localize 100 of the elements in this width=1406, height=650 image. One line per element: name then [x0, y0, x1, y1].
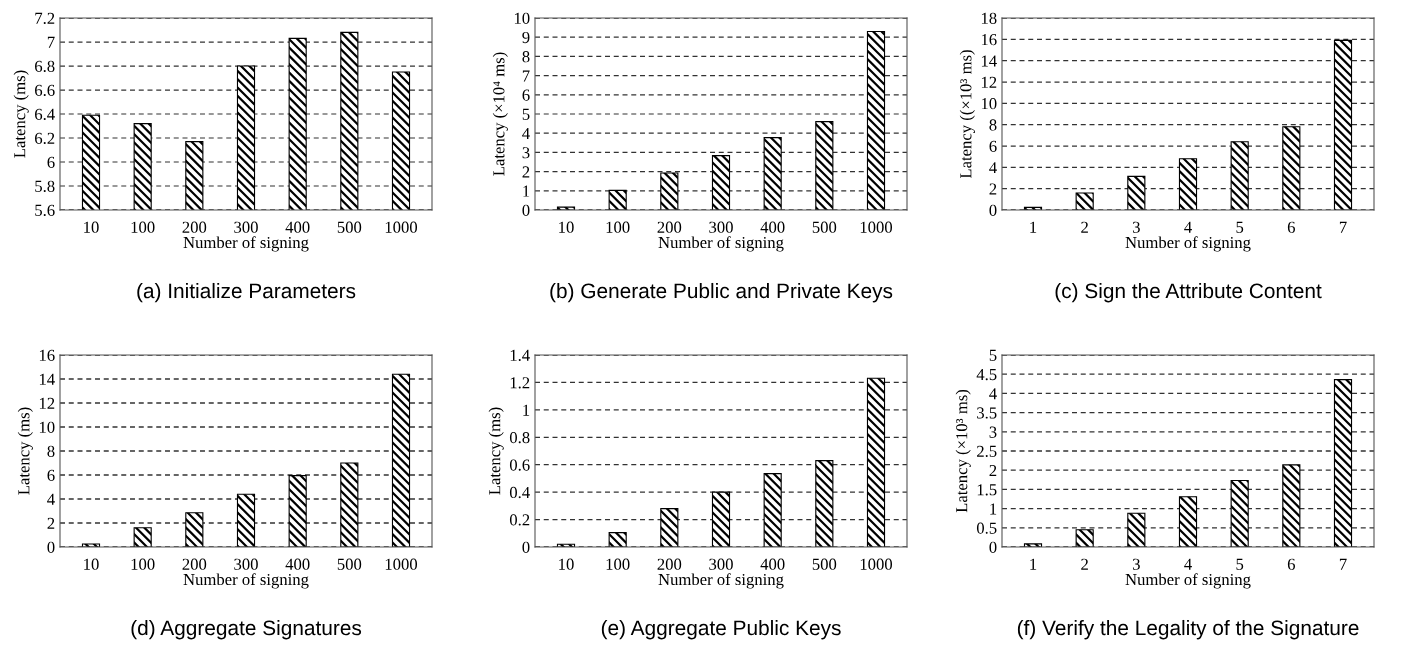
- y-tick-label: 0: [989, 204, 997, 216]
- x-tick-label: 200: [657, 221, 682, 233]
- y-tick-label: 5.8: [35, 180, 55, 193]
- x-tick-label: 300: [234, 558, 258, 570]
- bar: [340, 462, 359, 547]
- x-tick-label: 400: [285, 558, 310, 570]
- x-axis-title: Number of signing: [183, 573, 309, 589]
- bar: [1333, 379, 1353, 547]
- bar: [815, 460, 834, 547]
- y-tick-label: 12: [981, 76, 997, 88]
- x-axis-title: Number of signing: [658, 573, 784, 589]
- y-tick-label: 0: [522, 204, 530, 216]
- y-tick-label: 5: [989, 349, 997, 361]
- x-axis-title: Number of signing: [183, 236, 309, 252]
- y-tick-label: 0.5: [976, 522, 997, 534]
- x-tick-label: 200: [657, 558, 682, 570]
- x-tick-label: 10: [559, 558, 574, 570]
- y-tick-label: 18: [981, 12, 997, 24]
- y-tick-label: 1.5: [977, 484, 997, 496]
- text: (d) Aggregate Signatures: [131, 619, 362, 640]
- bar: [608, 189, 627, 210]
- y-tick-label: 10: [981, 98, 997, 110]
- x-tick-label: 1000: [860, 221, 893, 233]
- y-tick-label: 7: [522, 70, 530, 82]
- bar: [185, 512, 204, 547]
- bar: [288, 475, 307, 547]
- bar: [1333, 39, 1353, 210]
- y-axis-title: Latency (ms): [17, 407, 33, 495]
- bar: [763, 137, 782, 210]
- bar: [1178, 158, 1198, 210]
- text: (a) Initialize Parameters: [137, 282, 356, 303]
- y-tick-label: 1.4: [510, 349, 530, 362]
- bar: [1282, 126, 1301, 210]
- y-tick-label: 0: [47, 541, 55, 553]
- y-tick-label: 3: [989, 426, 997, 438]
- bar: [866, 377, 886, 547]
- bar: [1282, 464, 1301, 547]
- x-axis-title: Number of signing: [1125, 573, 1251, 589]
- x-tick-label: 4: [1184, 221, 1192, 233]
- y-tick-label: 2.5: [977, 445, 997, 458]
- y-tick-label: 4: [47, 493, 55, 505]
- y-tick-label: 16: [981, 34, 997, 46]
- y-tick-label: 1: [990, 503, 997, 515]
- x-axis-title: Number of signing: [1125, 236, 1251, 252]
- bar: [711, 155, 731, 210]
- y-tick-label: 0.2: [509, 514, 530, 526]
- x-tick-label: 2: [1081, 221, 1088, 233]
- y-tick-label: 7: [47, 36, 55, 48]
- x-tick-label: 1: [1030, 558, 1037, 570]
- text: (c) Sign the Attribute Content: [1055, 282, 1322, 303]
- x-tick-label: 10: [559, 221, 574, 233]
- y-tick-label: 2: [522, 166, 530, 178]
- x-tick-label: 500: [337, 221, 362, 233]
- x-tick-label: 1: [1030, 221, 1037, 233]
- y-tick-label: 0.6: [509, 459, 530, 471]
- y-tick-label: 10: [39, 421, 55, 433]
- x-tick-label: 200: [182, 558, 207, 570]
- bar: [1075, 529, 1094, 547]
- bar: [1230, 480, 1249, 547]
- y-tick-label: 8: [989, 119, 997, 131]
- y-tick-label: 8: [47, 445, 55, 457]
- text: (e) Aggregate Public Keys: [601, 619, 841, 640]
- y-tick-label: 0.8: [509, 431, 530, 444]
- x-tick-label: 1000: [385, 558, 418, 570]
- y-tick-label: 0: [989, 541, 997, 553]
- x-tick-label: 1000: [385, 221, 418, 233]
- bar: [1127, 512, 1146, 547]
- bar: [711, 491, 731, 547]
- y-tick-label: 6: [47, 469, 55, 481]
- bar: [1127, 175, 1146, 210]
- bar: [866, 30, 886, 210]
- y-tick-label: 16: [39, 349, 55, 361]
- text: (f) Verify the Legality of the Signature: [1017, 619, 1359, 640]
- x-tick-label: 5: [1236, 558, 1244, 570]
- y-axis-title: Latency ((×10³ ms): [959, 50, 975, 179]
- y-tick-label: 9: [522, 31, 530, 44]
- y-tick-label: 6.4: [35, 108, 55, 121]
- y-tick-label: 12: [39, 397, 55, 409]
- bar: [1230, 141, 1249, 210]
- x-tick-label: 3: [1132, 221, 1140, 233]
- x-tick-label: 100: [606, 221, 630, 233]
- y-tick-label: 4: [522, 128, 530, 139]
- x-tick-label: 2: [1081, 558, 1088, 570]
- bar: [763, 473, 782, 547]
- bar: [1178, 496, 1198, 547]
- y-tick-label: 6.6: [35, 84, 55, 97]
- y-tick-label: 5: [522, 108, 530, 120]
- x-tick-label: 1000: [860, 558, 893, 570]
- bar: [660, 508, 679, 547]
- bar: [133, 527, 152, 547]
- x-tick-label: 400: [285, 221, 310, 233]
- x-tick-label: 300: [709, 558, 733, 570]
- bar: [815, 121, 834, 210]
- x-tick-label: 500: [337, 558, 362, 570]
- bar: [608, 532, 627, 547]
- y-tick-label: 2: [989, 183, 997, 195]
- y-tick-label: 4: [989, 162, 997, 174]
- x-tick-label: 100: [131, 221, 155, 233]
- y-tick-label: 4.5: [976, 369, 997, 381]
- y-tick-label: 2: [989, 464, 997, 476]
